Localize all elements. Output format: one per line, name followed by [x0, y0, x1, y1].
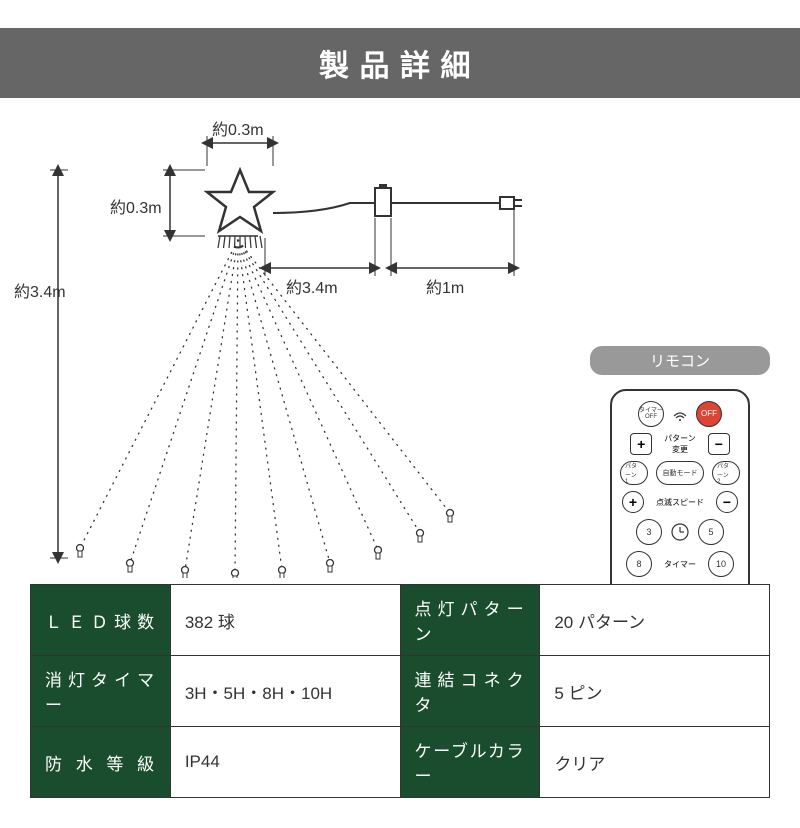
remote-pattern-plus[interactable]: +: [630, 433, 652, 455]
remote-btn-auto[interactable]: 自動モード: [656, 461, 704, 485]
remote-timer-8[interactable]: 8: [626, 551, 652, 577]
remote-speed-minus[interactable]: −: [716, 491, 738, 513]
remote-panel: リモコン タイマー OFF OFF + パターン 変更 − パターン 1 自動モ…: [590, 346, 770, 606]
table-row: 消灯タイマー 3H・5H・8H・10H 連結コネクタ 5 ピン: [31, 656, 770, 727]
remote-label-speed: 点滅スピード: [652, 497, 708, 508]
spec-table: ＬＥＤ球数 382 球 点灯パターン 20 パターン 消灯タイマー 3H・5H・…: [30, 584, 770, 798]
clock-icon: [670, 522, 690, 542]
remote-label-timer: タイマー: [660, 559, 700, 570]
spec-label: 防水等級: [31, 727, 171, 798]
dim-cable-len: 約3.4m: [286, 274, 338, 298]
spec-value: IP44: [170, 727, 400, 798]
spec-value: 20 パターン: [540, 585, 770, 656]
remote-btn-off[interactable]: OFF: [696, 401, 722, 427]
remote-label-pattern: パターン 変更: [660, 433, 700, 455]
spec-value: クリア: [540, 727, 770, 798]
remote-speed-plus[interactable]: +: [622, 491, 644, 513]
spec-label: 連結コネクタ: [400, 656, 540, 727]
remote-btn-p2[interactable]: パターン 2: [712, 461, 740, 485]
spec-label: ケーブルカラー: [400, 727, 540, 798]
remote-btn-p1[interactable]: パターン 1: [620, 461, 648, 485]
dim-star-width: 約0.3m: [212, 116, 264, 140]
remote-btn-timer-off[interactable]: タイマー OFF: [638, 401, 664, 427]
remote-timer-5[interactable]: 5: [698, 519, 724, 545]
remote-body: タイマー OFF OFF + パターン 変更 − パターン 1 自動モード パタ…: [610, 389, 750, 606]
spec-value: 3H・5H・8H・10H: [170, 656, 400, 727]
diagram-svg: [20, 118, 580, 578]
wifi-icon: [672, 406, 688, 422]
dim-total-height: 約3.4m: [14, 278, 66, 302]
dim-star-height: 約0.3m: [110, 194, 162, 218]
dim-power-len: 約1m: [426, 274, 464, 298]
remote-timer-3[interactable]: 3: [636, 519, 662, 545]
header-band: 製品詳細: [0, 28, 800, 98]
spec-value: 5 ピン: [540, 656, 770, 727]
remote-timer-10[interactable]: 10: [708, 551, 734, 577]
spec-value: 382 球: [170, 585, 400, 656]
table-row: 防水等級 IP44 ケーブルカラー クリア: [31, 727, 770, 798]
table-row: ＬＥＤ球数 382 球 点灯パターン 20 パターン: [31, 585, 770, 656]
remote-title: リモコン: [590, 346, 770, 375]
spec-label: ＬＥＤ球数: [31, 585, 171, 656]
spec-label: 点灯パターン: [400, 585, 540, 656]
header-title: 製品詳細: [319, 41, 481, 85]
spec-label: 消灯タイマー: [31, 656, 171, 727]
product-diagram: 約0.3m 約0.3m 約3.4m 約3.4m 約1m: [20, 118, 580, 578]
remote-pattern-minus[interactable]: −: [708, 433, 730, 455]
